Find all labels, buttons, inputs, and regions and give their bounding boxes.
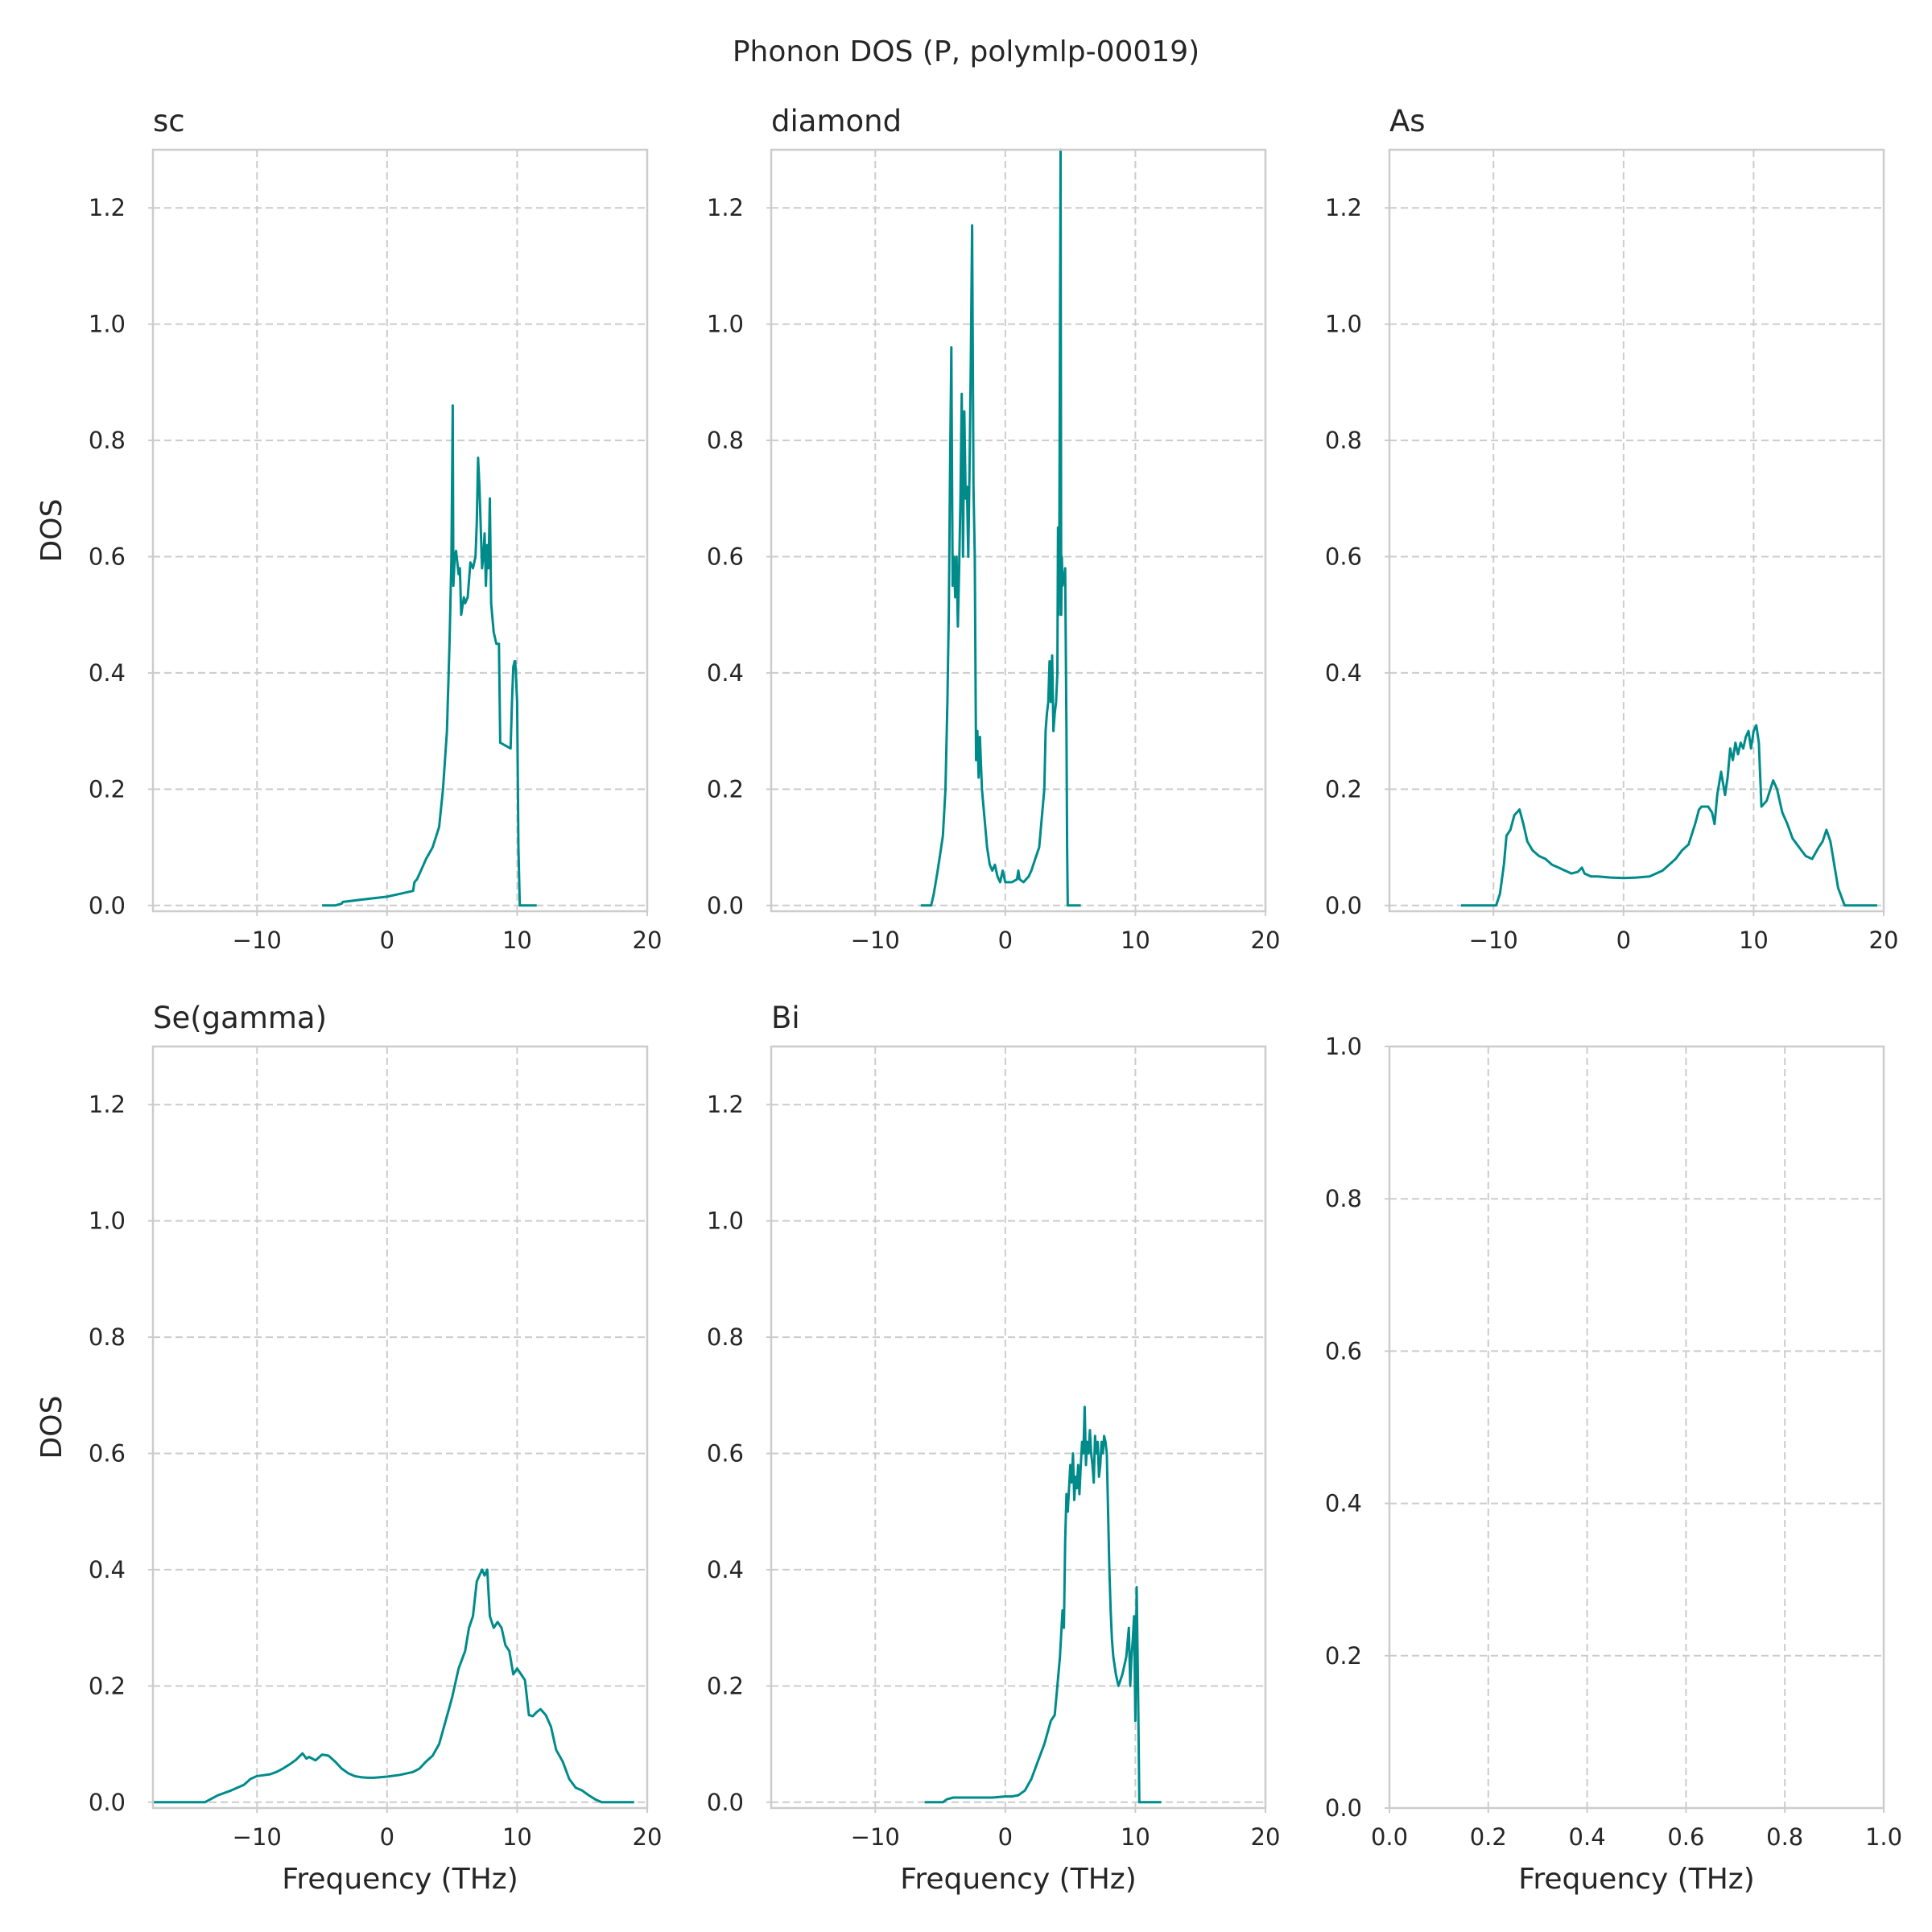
- x-tick-label: 0.4: [1569, 1823, 1606, 1851]
- axes-frame: [1388, 148, 1885, 913]
- y-tick-label: 0.6: [1325, 1337, 1362, 1364]
- x-tick-label: 20: [1869, 927, 1899, 954]
- panel-1: −10 0 10 20 0.0 0.2 0.4 0.6 0.8 1.0 1.2 sc DOS: [35, 104, 662, 954]
- x-tick-label: −10: [233, 927, 282, 954]
- y-tick-label: 0.0: [707, 1789, 744, 1816]
- x-tick-label: 0: [1616, 927, 1631, 954]
- x-tick-label: −10: [1469, 927, 1518, 954]
- y-tick-label: 0.8: [89, 1323, 126, 1351]
- y-tick-label: 0.0: [707, 892, 744, 919]
- y-axis-label: DOS: [35, 1396, 68, 1459]
- axes-frame: [770, 148, 1267, 913]
- y-tick-label: 0.0: [1325, 1794, 1362, 1822]
- x-tick-label: 0: [998, 1823, 1013, 1851]
- axes-frame: [151, 148, 649, 913]
- y-tick-label: 1.2: [1325, 194, 1362, 221]
- y-tick-label: 1.0: [1325, 311, 1362, 338]
- x-tick-label: 10: [502, 927, 532, 954]
- x-tick-label: 1.0: [1865, 1823, 1902, 1851]
- y-tick-label: 0.4: [1325, 1490, 1362, 1517]
- panel-title: sc: [153, 104, 185, 138]
- y-tick-label: 0.0: [1325, 892, 1362, 919]
- y-tick-label: 0.6: [707, 543, 744, 570]
- x-tick-label: 10: [1121, 927, 1150, 954]
- y-tick-label: 0.2: [707, 1672, 744, 1699]
- y-tick-label: 0.8: [89, 427, 126, 454]
- x-tick-label: 20: [633, 1823, 663, 1851]
- x-tick-label: 0.0: [1371, 1823, 1408, 1851]
- y-tick-label: 0.4: [707, 659, 744, 687]
- x-tick-label: 0.8: [1766, 1823, 1803, 1851]
- x-tick-label: 0.6: [1667, 1823, 1704, 1851]
- x-tick-label: 0: [380, 927, 394, 954]
- x-axis-label: Frequency (THz): [900, 1863, 1136, 1896]
- y-tick-label: 1.0: [1325, 1033, 1362, 1060]
- x-tick-label: 0: [380, 1823, 394, 1851]
- y-tick-label: 0.2: [89, 1672, 126, 1699]
- panel-2: −10 0 10 20 0.0 0.2 0.4 0.6 0.8 1.0 1.2 diamond: [707, 104, 1281, 954]
- y-tick-label: 0.6: [1325, 543, 1362, 570]
- y-tick-label: 0.6: [707, 1439, 744, 1467]
- y-tick-label: 1.2: [707, 194, 744, 221]
- y-tick-label: 1.0: [707, 1208, 744, 1235]
- y-tick-label: 1.0: [89, 1208, 126, 1235]
- axes-frame: [770, 1045, 1267, 1810]
- panel-5: −10 0 10 20 0.0 0.2 0.4 0.6 0.8 1.0 1.2 Bi Frequency…: [707, 1001, 1281, 1896]
- x-tick-label: 20: [633, 927, 663, 954]
- axes-frame: [151, 1045, 649, 1810]
- x-tick-label: 10: [1121, 1823, 1150, 1851]
- y-tick-label: 0.4: [707, 1556, 744, 1583]
- y-tick-label: 0.4: [89, 1556, 126, 1583]
- dos-line: [153, 1568, 634, 1804]
- y-tick-label: 1.2: [89, 1091, 126, 1118]
- y-tick-label: 0.4: [89, 659, 126, 687]
- panel-title: Se(gamma): [153, 1001, 327, 1035]
- y-tick-label: 0.8: [1325, 427, 1362, 454]
- y-tick-label: 0.0: [89, 892, 126, 919]
- y-axis-label: DOS: [35, 499, 68, 563]
- x-axis-label: Frequency (THz): [1518, 1863, 1754, 1896]
- y-tick-label: 0.8: [1325, 1185, 1362, 1212]
- y-tick-label: 0.8: [707, 1323, 744, 1351]
- panels: −10 0 10 20 0.0 0.2 0.4 0.6 0.8 1.0 1.2 sc DOS −10 0 10…: [35, 104, 1902, 1896]
- y-tick-label: 0.2: [1325, 775, 1362, 803]
- y-tick-label: 0.4: [1325, 659, 1362, 687]
- y-tick-label: 1.0: [707, 311, 744, 338]
- x-tick-label: −10: [851, 1823, 900, 1851]
- y-tick-label: 0.0: [89, 1789, 126, 1816]
- x-tick-label: 20: [1251, 1823, 1281, 1851]
- panel-title: As: [1389, 104, 1426, 138]
- panel-title: Bi: [771, 1001, 800, 1035]
- panel-6: 0.0 0.2 0.4 0.6 0.8 1.0 0.0 0.2 0.4 0.6 0.8 1.0 Freq…: [1325, 1033, 1902, 1896]
- x-tick-label: −10: [233, 1823, 282, 1851]
- figure-title: Phonon DOS (P, polymlp-00019): [733, 35, 1199, 68]
- x-tick-label: 20: [1251, 927, 1281, 954]
- y-tick-label: 0.2: [89, 775, 126, 803]
- panel-4: −10 0 10 20 0.0 0.2 0.4 0.6 0.8 1.0 1.2 Se(gamma) Fr…: [35, 1001, 662, 1896]
- panel-title: diamond: [771, 104, 902, 138]
- y-tick-label: 0.6: [89, 543, 126, 570]
- x-tick-label: 0: [998, 927, 1013, 954]
- panel-3: −10 0 10 20 0.0 0.2 0.4 0.6 0.8 1.0 1.2 As: [1325, 104, 1899, 954]
- axes-frame: [1388, 1045, 1885, 1810]
- y-tick-label: 0.8: [707, 427, 744, 454]
- y-tick-label: 1.0: [89, 311, 126, 338]
- dos-line: [322, 404, 537, 907]
- x-tick-label: −10: [851, 927, 900, 954]
- y-tick-label: 1.2: [707, 1091, 744, 1118]
- y-tick-label: 1.2: [89, 194, 126, 221]
- x-axis-label: Frequency (THz): [282, 1863, 518, 1896]
- dos-line: [920, 148, 1081, 907]
- y-tick-label: 0.6: [89, 1439, 126, 1467]
- dos-line: [1460, 724, 1877, 907]
- y-tick-label: 0.2: [707, 775, 744, 803]
- y-tick-label: 0.2: [1325, 1642, 1362, 1670]
- x-tick-label: 10: [502, 1823, 532, 1851]
- dos-line: [924, 1406, 1162, 1804]
- x-tick-label: 10: [1739, 927, 1769, 954]
- x-tick-label: 0.2: [1470, 1823, 1507, 1851]
